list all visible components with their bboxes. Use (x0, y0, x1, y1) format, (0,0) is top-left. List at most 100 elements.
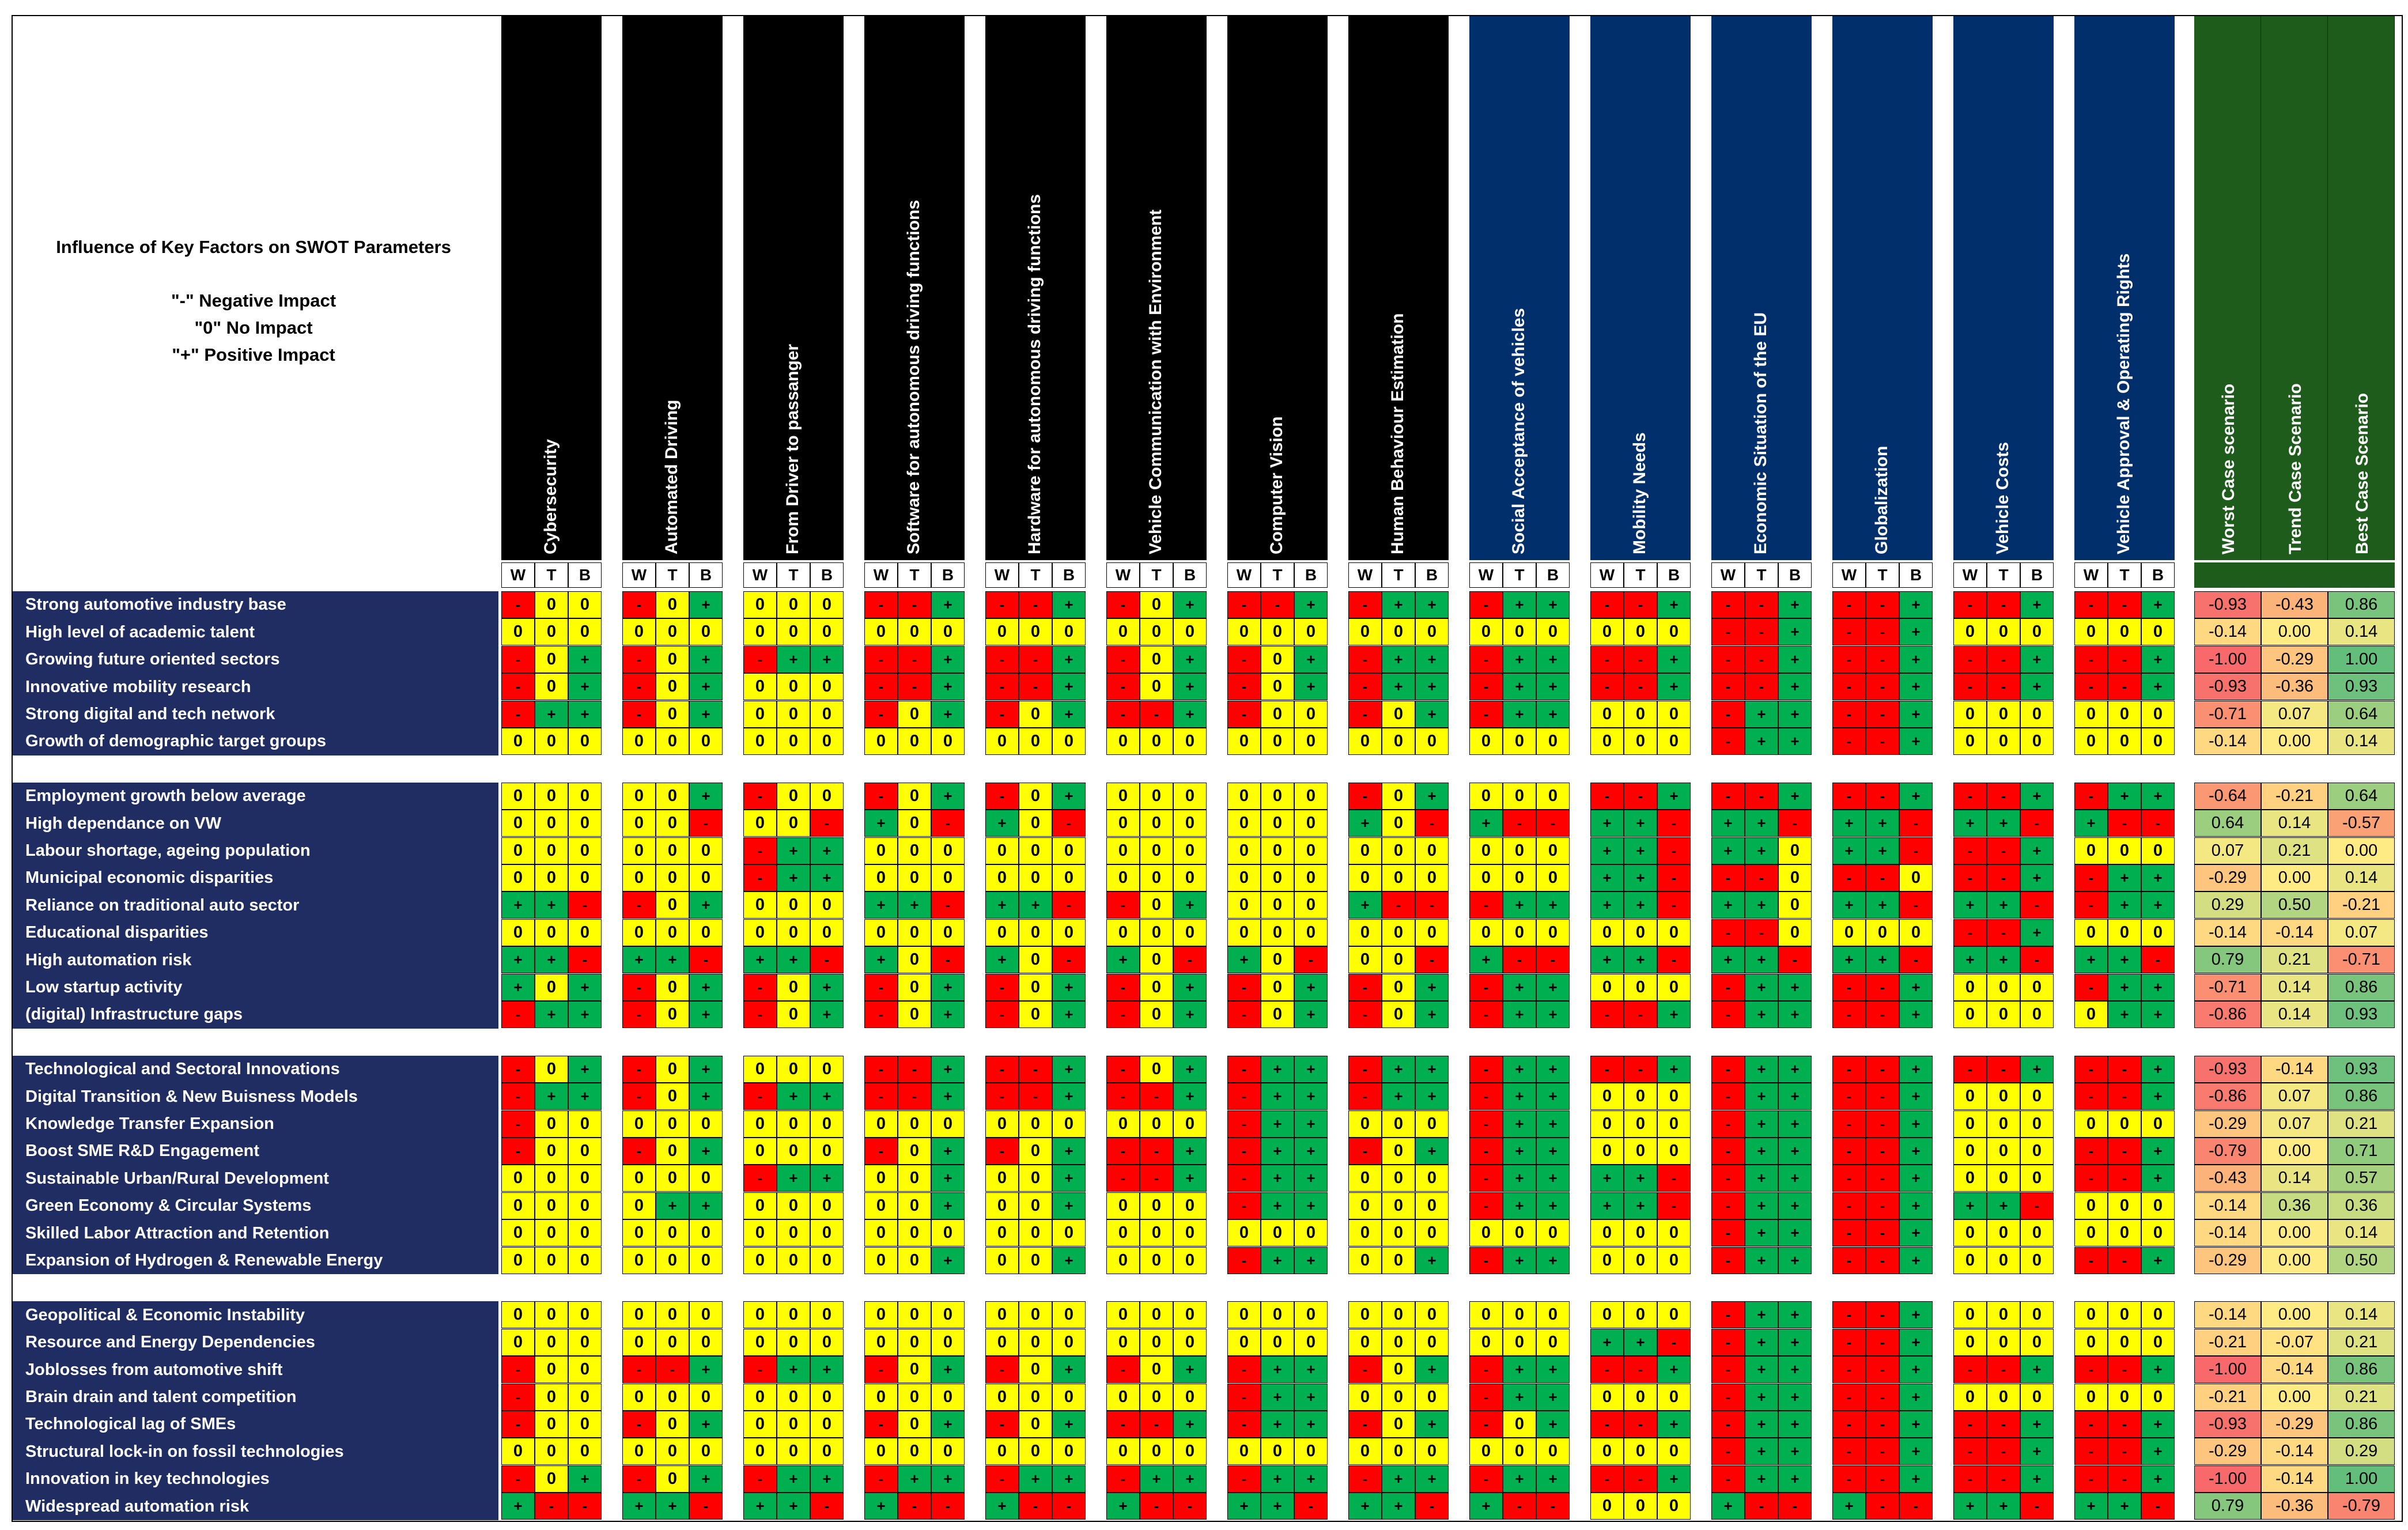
impact-cell: 0 (1348, 1246, 1382, 1274)
impact-cell: + (1953, 1493, 1987, 1520)
impact-cell: + (2141, 1055, 2175, 1083)
scenario-score: 0.00 (2261, 1383, 2328, 1411)
impact-cell: 0 (1348, 1301, 1382, 1329)
impact-cell: 0 (1590, 618, 1624, 646)
impact-cell: - (501, 1083, 535, 1110)
impact-cell: - (1624, 1465, 1657, 1493)
impact-cell: + (1778, 1001, 1812, 1028)
impact-cell: + (1745, 946, 1778, 974)
impact-cell: + (1503, 673, 1536, 701)
impact-cell: - (1227, 1110, 1261, 1138)
wtb-label: B (1657, 562, 1691, 588)
impact-cell: 0 (1294, 782, 1328, 810)
impact-cell: 0 (1987, 1083, 2020, 1110)
impact-cell: - (1832, 1301, 1866, 1329)
impact-cell: - (864, 1138, 898, 1165)
impact-cell: + (568, 1001, 602, 1028)
impact-cell: - (1987, 1411, 2020, 1438)
impact-cell: - (1953, 1055, 1987, 1083)
impact-cell: + (931, 645, 965, 673)
impact-cell: 0 (864, 1219, 898, 1247)
scenario-score: 0.86 (2328, 1411, 2395, 1438)
impact-cell: 0 (1140, 1219, 1173, 1247)
impact-cell: + (1382, 1083, 1415, 1110)
impact-cell: 0 (622, 864, 656, 891)
scenario-score: -0.71 (2194, 700, 2261, 728)
impact-cell: + (2141, 1138, 2175, 1165)
impact-cell: + (1261, 1138, 1294, 1165)
impact-cell: - (1590, 591, 1624, 618)
scenario-score: -1.00 (2194, 1465, 2261, 1493)
impact-cell: 0 (985, 1165, 1019, 1192)
impact-cell: + (1899, 1328, 1933, 1356)
impact-cell: + (1503, 1246, 1536, 1274)
impact-cell: 0 (1106, 618, 1140, 646)
impact-cell: 0 (656, 1165, 689, 1192)
impact-cell: + (1503, 1465, 1536, 1493)
impact-cell: 0 (1140, 1356, 1173, 1384)
impact-cell: + (810, 1165, 844, 1192)
impact-cell: 0 (689, 1110, 723, 1138)
impact-cell: 0 (1382, 728, 1415, 755)
impact-cell: 0 (2020, 1219, 2054, 1247)
impact-cell: + (810, 864, 844, 891)
impact-cell: 0 (1469, 1328, 1503, 1356)
impact-cell: 0 (1624, 1246, 1657, 1274)
row-label: Labour shortage, ageing population (13, 837, 498, 865)
scenario-score: 0.50 (2328, 1246, 2395, 1274)
scenario-score: 0.86 (2328, 1356, 2395, 1384)
impact-cell: 0 (1173, 1301, 1207, 1329)
impact-cell: - (1866, 1110, 1899, 1138)
row-label: Expansion of Hydrogen & Renewable Energy (13, 1246, 498, 1275)
impact-cell: + (568, 973, 602, 1001)
scenario-score: 0.14 (2261, 810, 2328, 837)
row-label: Resource and Energy Dependencies (13, 1328, 498, 1357)
impact-cell: 0 (1348, 1328, 1382, 1356)
impact-cell: 0 (743, 1328, 777, 1356)
impact-cell: - (501, 1383, 535, 1411)
impact-cell: - (1832, 1219, 1866, 1247)
impact-cell: 0 (1261, 973, 1294, 1001)
factor-header (1953, 16, 2054, 560)
impact-cell: + (1745, 1110, 1778, 1138)
impact-cell: - (1019, 1083, 1052, 1110)
impact-cell: + (1227, 1493, 1261, 1520)
impact-cell: 0 (1173, 728, 1207, 755)
impact-cell: + (1778, 1411, 1812, 1438)
impact-cell: 0 (1261, 645, 1294, 673)
impact-cell: - (1469, 1465, 1503, 1493)
impact-cell: 0 (622, 810, 656, 837)
impact-cell: 0 (1261, 673, 1294, 701)
impact-cell: 0 (810, 1328, 844, 1356)
impact-cell: 0 (898, 919, 931, 946)
wtb-label: B (810, 562, 844, 588)
impact-cell: - (1227, 1246, 1261, 1274)
impact-cell: - (689, 946, 723, 974)
impact-cell: 0 (1140, 946, 1173, 974)
wtb-label: B (2141, 562, 2175, 588)
impact-cell: 0 (535, 782, 568, 810)
impact-cell: 0 (810, 1192, 844, 1219)
impact-cell: - (1953, 1411, 1987, 1438)
impact-cell: - (501, 645, 535, 673)
impact-cell: + (1294, 1110, 1328, 1138)
impact-cell: - (810, 1493, 844, 1520)
impact-cell: 0 (2108, 1301, 2141, 1329)
impact-cell: + (1899, 1301, 1933, 1329)
impact-cell: + (1624, 810, 1657, 837)
impact-cell: 0 (898, 1219, 931, 1247)
impact-cell: + (1261, 1383, 1294, 1411)
impact-cell: 0 (1227, 837, 1261, 864)
impact-cell: - (501, 1001, 535, 1028)
impact-cell: 0 (1019, 1301, 1052, 1329)
impact-cell: 0 (1348, 1165, 1382, 1192)
impact-cell: 0 (1140, 645, 1173, 673)
impact-cell: - (985, 1465, 1019, 1493)
scenario-score: 0.21 (2261, 946, 2328, 974)
scenario-score: -0.86 (2194, 1001, 2261, 1028)
impact-cell: - (1866, 673, 1899, 701)
impact-cell: 0 (1019, 728, 1052, 755)
impact-cell: 0 (1503, 1301, 1536, 1329)
impact-cell: + (2020, 1411, 2054, 1438)
scenario-score: -0.29 (2194, 1246, 2261, 1274)
